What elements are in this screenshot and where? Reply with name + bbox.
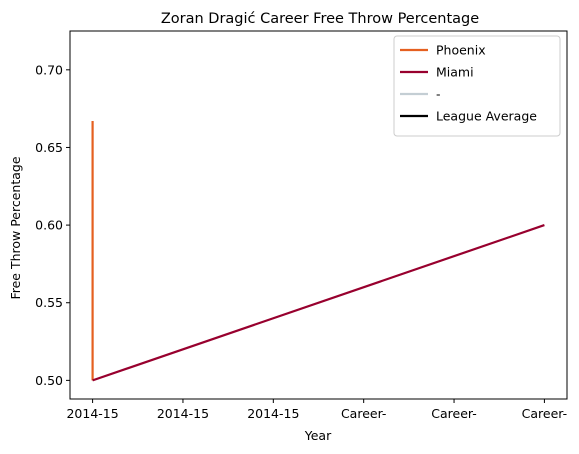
y-tick-label: 0.55 — [35, 295, 63, 310]
legend-box — [393, 35, 561, 137]
series-lines — [91, 121, 545, 382]
y-axis-label: Free Throw Percentage — [8, 156, 23, 299]
y-tick-label: 0.50 — [35, 373, 63, 388]
x-tick-label: Career- — [341, 406, 386, 421]
x-tick-label: Career- — [522, 406, 567, 421]
y-axis: 0.50 0.55 0.60 0.65 0.70 — [35, 62, 70, 388]
x-axis-label: Year — [304, 428, 332, 443]
chart-title: Zoran Dragić Career Free Throw Percentag… — [161, 11, 479, 27]
legend-label-3: League Average — [436, 109, 537, 124]
x-axis: 2014-15 2014-15 2014-15 Career- Career- Caree… — [66, 399, 567, 421]
y-tick-label: 0.70 — [35, 62, 63, 77]
y-tick-label: 0.65 — [35, 140, 63, 155]
x-tick-label: 2014-15 — [247, 406, 299, 421]
y-tick-label: 0.60 — [35, 218, 63, 233]
legend-label-1: Miami — [436, 65, 474, 80]
plot-frame — [69, 30, 568, 400]
x-tick-label: 2014-15 — [157, 406, 209, 421]
x-tick-label: Career- — [431, 406, 476, 421]
series-line-1 — [92, 224, 545, 382]
x-tick-label: 2014-15 — [66, 406, 118, 421]
legend: Phoenix Miami - League Average — [393, 35, 561, 137]
legend-label-2: - — [436, 87, 441, 102]
legend-label-0: Phoenix — [436, 43, 486, 58]
